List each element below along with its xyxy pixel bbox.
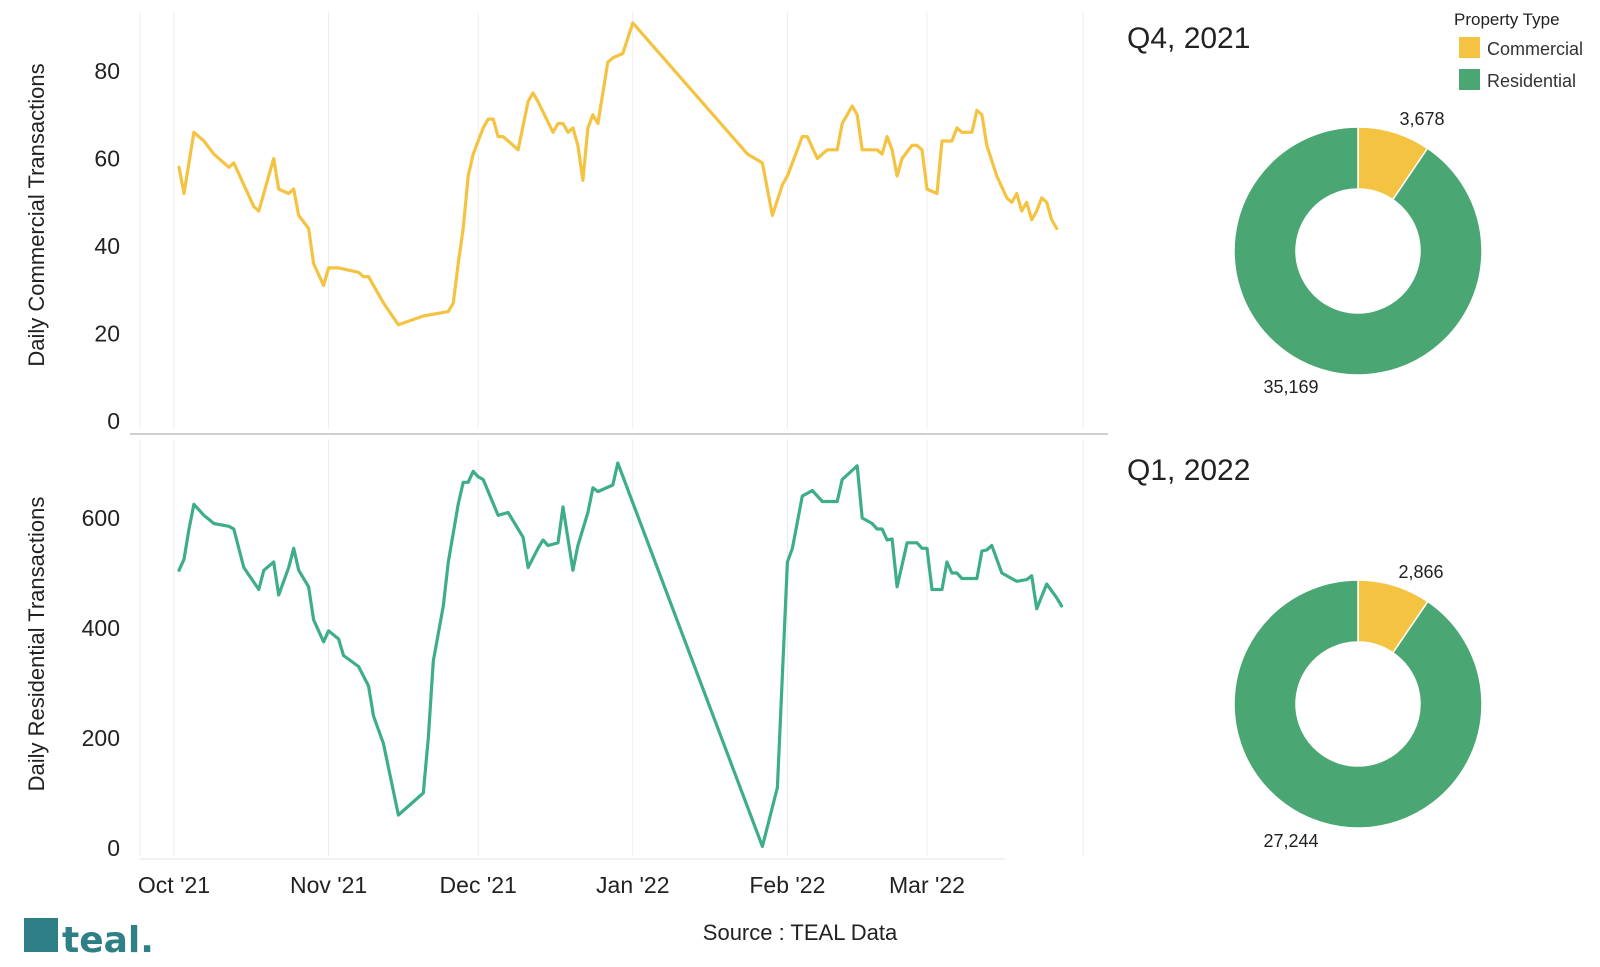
residential-y-tick-3: 600 <box>82 505 120 531</box>
q4-2021-slices <box>1233 126 1483 376</box>
residential-y-tick-0: 0 <box>107 835 120 861</box>
residential-series <box>177 461 1064 848</box>
teal-logo-text: teal. <box>62 920 154 961</box>
legend-label-commercial: Commercial <box>1487 39 1583 59</box>
commercial-series-line-0 <box>177 21 1059 327</box>
q1-2022-title: Q1, 2022 <box>1127 454 1250 487</box>
commercial-grid <box>139 12 1084 429</box>
commercial-y-tick-4: 80 <box>94 58 120 84</box>
commercial-y-axis: 0 20 40 60 80 <box>94 58 120 434</box>
teal-logo-mark <box>24 918 58 952</box>
residential-line-chart: 0 200 400 600 Daily Residential Transaction… <box>24 439 1084 898</box>
legend: Property Type Commercial Residential <box>1454 10 1583 91</box>
residential-y-axis: 0 200 400 600 <box>82 505 120 861</box>
residential-y-tick-1: 200 <box>82 725 120 751</box>
x-tick-3: Jan '22 <box>596 872 669 898</box>
x-tick-2: Dec '21 <box>440 872 517 898</box>
commercial-series <box>177 21 1059 327</box>
commercial-y-tick-1: 20 <box>94 321 120 347</box>
q1-commercial-value: 2,866 <box>1398 562 1443 582</box>
q4-commercial-value: 3,678 <box>1399 109 1444 129</box>
commercial-y-tick-0: 0 <box>107 408 120 434</box>
donut-q4-slice-residential <box>1233 126 1483 376</box>
residential-series-line-0 <box>177 461 1064 848</box>
legend-swatch-residential <box>1459 69 1480 90</box>
residential-y-axis-title: Daily Residential Transactions <box>24 497 49 792</box>
q1-2022-donut: Q1, 2022 2,866 27,244 <box>1127 454 1483 851</box>
x-tick-5: Mar '22 <box>889 872 965 898</box>
source-caption: Source : TEAL Data <box>703 920 898 945</box>
q4-2021-donut: Q4, 2021 3,678 35,169 <box>1127 22 1483 397</box>
teal-logo: teal. <box>24 918 154 961</box>
residential-grid <box>139 439 1084 856</box>
commercial-line-chart: 0 20 40 60 80 Daily Commercial Transactions <box>24 12 1084 434</box>
legend-swatch-commercial <box>1459 37 1480 58</box>
q4-2021-title: Q4, 2021 <box>1127 22 1250 55</box>
q4-residential-value: 35,169 <box>1263 377 1318 397</box>
commercial-y-tick-2: 40 <box>94 233 120 259</box>
commercial-y-axis-title: Daily Commercial Transactions <box>24 63 49 366</box>
x-tick-0: Oct '21 <box>138 872 210 898</box>
x-tick-1: Nov '21 <box>290 872 367 898</box>
q1-residential-value: 27,244 <box>1263 831 1318 851</box>
q1-2022-slices <box>1233 579 1483 829</box>
donut-q1-slice-residential <box>1233 579 1483 829</box>
x-tick-4: Feb '22 <box>749 872 825 898</box>
commercial-y-tick-3: 60 <box>94 146 120 172</box>
residential-y-tick-2: 400 <box>82 615 120 641</box>
x-axis-ticks: Oct '21 Nov '21 Dec '21 Jan '22 Feb '22 Mar '… <box>138 858 1005 898</box>
legend-label-residential: Residential <box>1487 71 1576 91</box>
legend-title: Property Type <box>1454 10 1560 29</box>
